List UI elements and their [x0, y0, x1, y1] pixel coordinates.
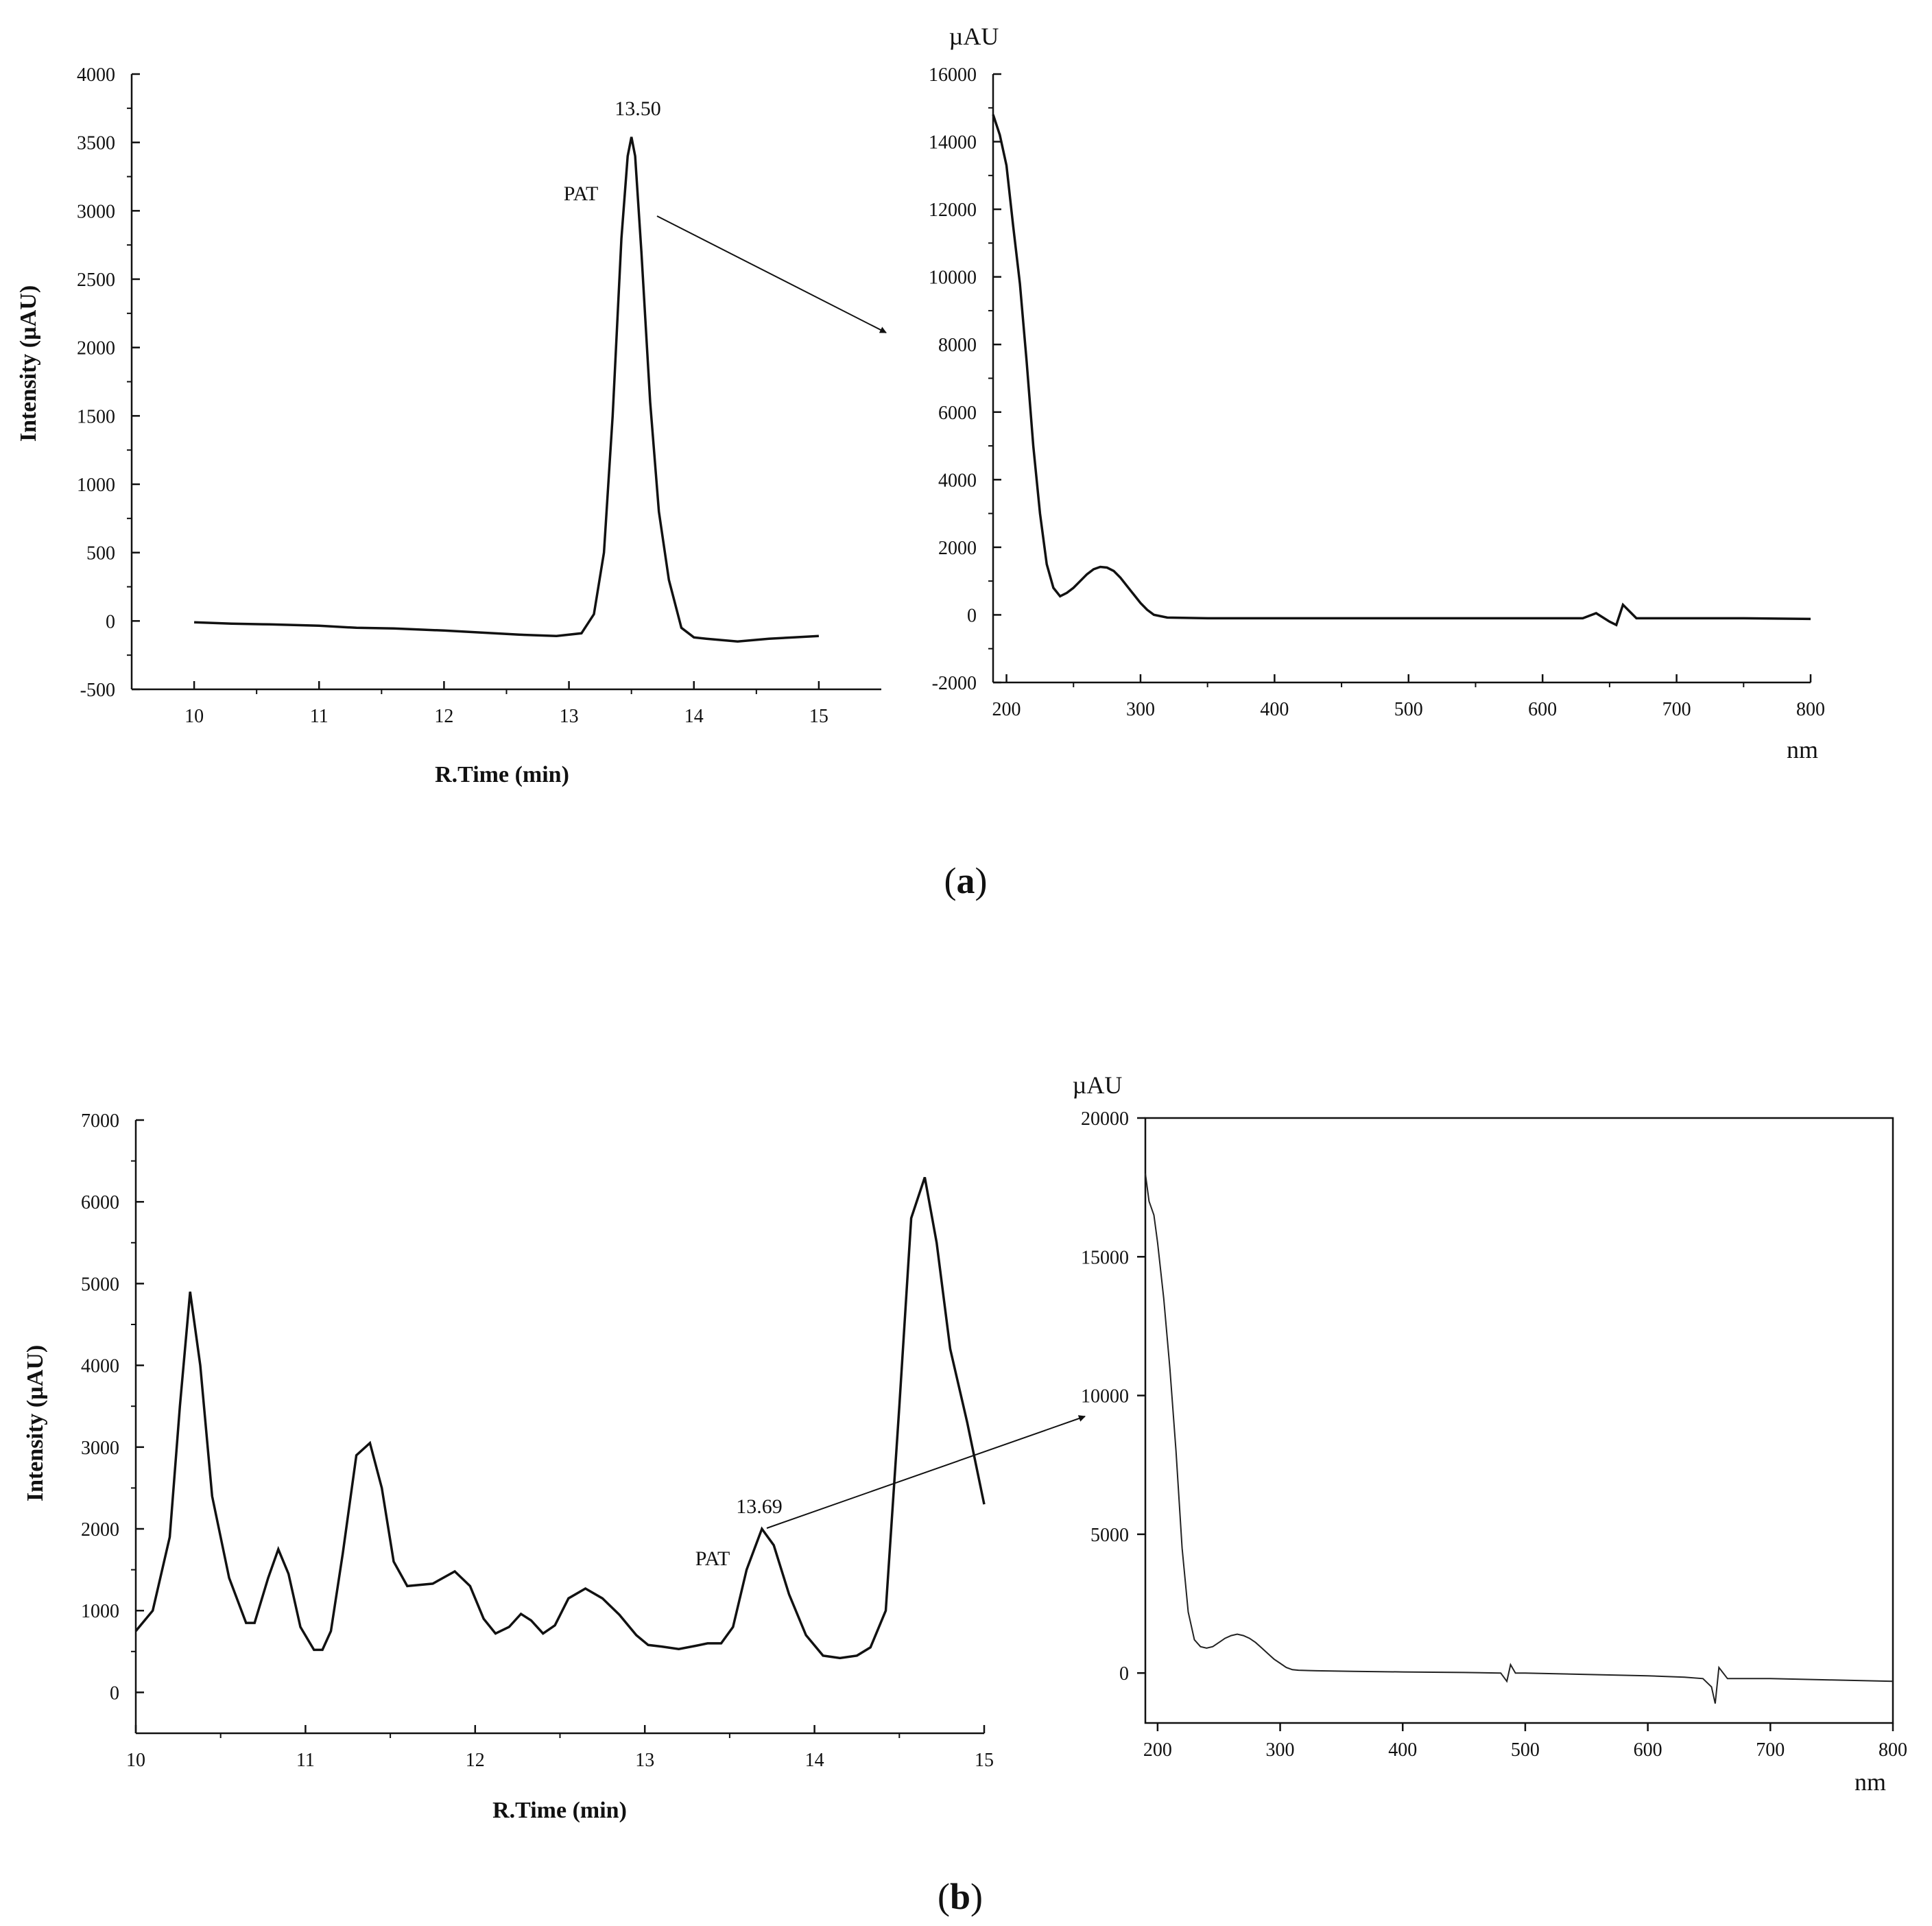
- chart-b-spectrum: 0 5000 10000 15000 20000 200 300 400 500 600 700 8…: [1073, 1071, 1907, 1796]
- y-tick-label: -2000: [932, 673, 977, 694]
- y-tick-label: 10000: [1081, 1386, 1129, 1407]
- y-tick-label: 5000: [1090, 1525, 1129, 1546]
- x-tick-label: 600: [1634, 1739, 1662, 1761]
- y-tick-label: 10000: [929, 268, 977, 289]
- y-tick-label: 12000: [929, 200, 977, 221]
- y-axis-title: Intensity (µAU): [16, 285, 41, 442]
- x-tick-label: 15: [975, 1750, 994, 1771]
- x-unit-label: nm: [1787, 736, 1818, 763]
- y-tick-label: 4000: [938, 470, 977, 491]
- y-axis-title: Intensity (µAU): [23, 1345, 48, 1501]
- x-tick-label: 13: [635, 1750, 654, 1771]
- y-tick-label: 16000: [929, 64, 977, 86]
- x-tick-label: 500: [1511, 1739, 1540, 1761]
- y-tick-label: 7000: [81, 1110, 119, 1132]
- y-unit-label: µAU: [949, 23, 999, 50]
- chart-a-chromatogram: -500 0 500 1000 1500 2000 2500 3000 3500 4000 10 1…: [16, 64, 881, 787]
- y-tick-label: 14000: [929, 132, 977, 154]
- y-tick-label: 3500: [77, 133, 115, 154]
- y-tick-label: 4000: [77, 64, 115, 86]
- y-tick-label: 0: [967, 605, 977, 626]
- y-tick-label: 1500: [77, 406, 115, 427]
- peak-time-label: 13.69: [736, 1495, 783, 1518]
- x-tick-label: 10: [126, 1750, 145, 1771]
- y-tick-label: 3000: [81, 1438, 119, 1459]
- pat-label: PAT: [695, 1547, 730, 1570]
- chromatogram-line: [134, 1176, 986, 1660]
- x-tick-label: 400: [1260, 699, 1289, 720]
- y-tick-label: -500: [80, 680, 115, 701]
- y-tick-label: 2000: [938, 538, 977, 559]
- x-axis-title: R.Time (min): [435, 762, 569, 787]
- x-unit-label: nm: [1855, 1768, 1886, 1796]
- x-tick-label: 11: [296, 1750, 315, 1771]
- x-tick-label: 700: [1662, 699, 1691, 720]
- y-unit-label: µAU: [1073, 1071, 1123, 1099]
- y-tick-label: 1000: [81, 1601, 119, 1622]
- y-tick-label: 3000: [77, 201, 115, 222]
- y-tick-label: 2000: [77, 338, 115, 359]
- x-tick-label: 14: [805, 1750, 824, 1771]
- y-tick-label: 500: [86, 543, 115, 564]
- x-tick-label: 700: [1756, 1739, 1785, 1761]
- x-tick-label: 11: [310, 706, 329, 727]
- x-tick-label: 500: [1394, 699, 1423, 720]
- chromatogram-line: [194, 136, 819, 643]
- panel-label-b: (b): [938, 1876, 983, 1917]
- y-tick-label: 2500: [77, 270, 115, 291]
- x-axis-title: R.Time (min): [492, 1798, 627, 1823]
- y-tick-label: 0: [1119, 1663, 1129, 1685]
- y-tick-label: 8000: [938, 335, 977, 356]
- x-tick-label: 800: [1879, 1739, 1907, 1761]
- y-tick-label: 6000: [81, 1192, 119, 1213]
- x-tick-label: 10: [184, 706, 204, 727]
- y-tick-label: 6000: [938, 403, 977, 424]
- y-tick-label: 4000: [81, 1356, 119, 1377]
- y-tick-label: 5000: [81, 1274, 119, 1295]
- x-tick-label: 300: [1126, 699, 1155, 720]
- y-tick-label: 15000: [1081, 1247, 1129, 1268]
- pat-label: PAT: [564, 182, 599, 205]
- x-tick-label: 400: [1388, 1739, 1417, 1761]
- x-tick-label: 12: [466, 1750, 485, 1771]
- chart-a-spectrum: -2000 0 2000 4000 6000 8000 10000 12000 14000 160…: [929, 23, 1825, 763]
- peak-time-label: 13.50: [615, 97, 661, 120]
- pat-arrow-a: [656, 215, 887, 333]
- y-tick-label: 1000: [77, 475, 115, 496]
- pat-arrow-b: [766, 1415, 1086, 1529]
- chart-b-chromatogram: 0 1000 2000 3000 4000 5000 6000 7000 10 11 12 13 14…: [23, 1110, 994, 1823]
- y-tick-label: 2000: [81, 1519, 119, 1541]
- x-tick-label: 300: [1266, 1739, 1295, 1761]
- spectrum-line: [1145, 1173, 1894, 1704]
- x-tick-label: 15: [809, 706, 828, 727]
- x-tick-label: 600: [1528, 699, 1557, 720]
- plot-frame: [1144, 1117, 1894, 1724]
- x-tick-label: 14: [684, 706, 704, 727]
- x-tick-label: 13: [560, 706, 579, 727]
- panel-label-a: (a): [944, 860, 988, 901]
- y-tick-label: 0: [110, 1683, 119, 1704]
- x-tick-label: 200: [992, 699, 1021, 720]
- y-tick-label: 20000: [1081, 1108, 1129, 1130]
- spectrum-line: [992, 114, 1811, 627]
- y-tick-label: 0: [106, 611, 115, 632]
- x-tick-label: 200: [1143, 1739, 1172, 1761]
- x-tick-label: 12: [434, 706, 453, 727]
- x-tick-label: 800: [1796, 699, 1825, 720]
